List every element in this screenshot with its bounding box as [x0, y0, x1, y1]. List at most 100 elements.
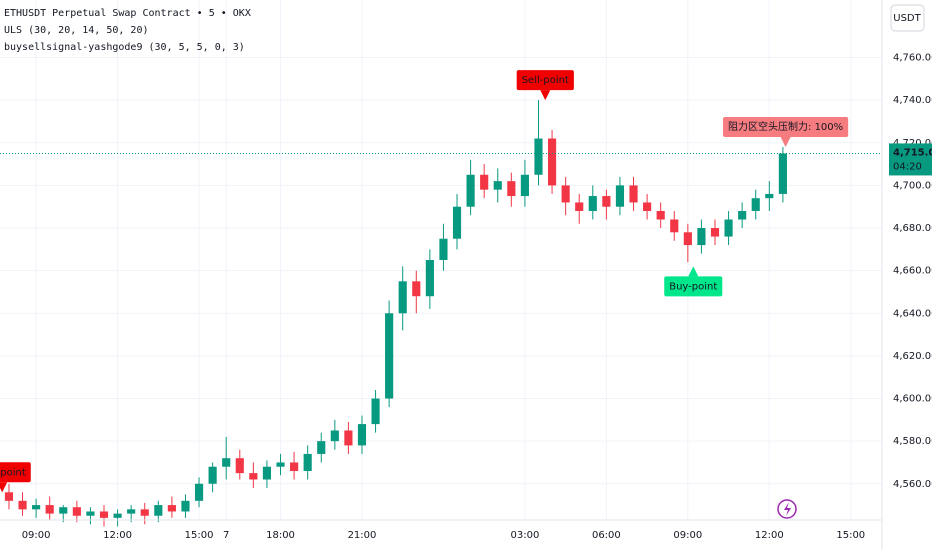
candle-body [466, 174, 475, 207]
signal-label: 阻力区空头压制力: 100% [728, 120, 843, 133]
x-tick-label: 09:00 [22, 530, 51, 541]
candle-body [724, 219, 733, 237]
candle-body [425, 260, 434, 297]
candle-body [59, 507, 68, 514]
candle-body [534, 138, 543, 175]
y-tick-label: 4,660.00 [893, 266, 932, 277]
candle-body [222, 458, 231, 467]
y-tick-label: 4,740.00 [893, 95, 932, 106]
x-tick-label: 12:00 [103, 530, 132, 541]
candle-body [738, 210, 747, 220]
candle-body [751, 198, 760, 211]
last-price: 4,715.00 [893, 147, 932, 158]
currency[interactable]: USDT [893, 13, 921, 24]
signal-label: Buy-point [669, 281, 717, 292]
currency-button[interactable] [890, 4, 925, 32]
candle-body [4, 492, 14, 501]
candle-body [330, 430, 339, 442]
candle-body [18, 500, 27, 510]
candle-body [99, 511, 109, 518]
candle-body [697, 228, 706, 246]
x-tick-label: 12:00 [755, 530, 784, 541]
y-tick-label: 4,580.00 [893, 436, 932, 447]
lightning [784, 502, 791, 516]
last-price-box [889, 143, 932, 176]
signal-pointer [780, 137, 791, 148]
candle-body [588, 196, 597, 211]
candle-body [72, 507, 81, 516]
candle-body [86, 511, 95, 516]
candle-body [670, 219, 679, 233]
candle-body [412, 281, 421, 297]
candle-body [262, 466, 272, 480]
signal-label: Sell-point [522, 75, 569, 86]
candle-body [45, 505, 54, 514]
candle-body [439, 238, 448, 260]
candle-body [385, 313, 394, 399]
candle-body [290, 462, 299, 471]
signal-pointer [0, 482, 8, 493]
signal-box [723, 117, 849, 138]
candle-body [208, 466, 217, 484]
candle-body [398, 281, 407, 314]
candle-body [276, 462, 285, 467]
candle-body [140, 509, 149, 516]
y-tick-label: 4,560.00 [893, 479, 932, 490]
candle-body [602, 196, 611, 207]
candle-body [656, 210, 665, 220]
x-tick-label: 15:00 [836, 530, 865, 541]
candle-body [778, 153, 787, 194]
candle-body [344, 430, 353, 446]
candle-body [167, 505, 176, 512]
candle-body [371, 398, 380, 425]
candle-body [113, 513, 122, 518]
candle-body [480, 174, 489, 190]
candle-body [683, 232, 692, 246]
signal-pointer [688, 266, 699, 277]
candle-body [493, 181, 502, 190]
x-tick-label: 7 [223, 530, 229, 541]
candle-body [643, 202, 652, 211]
candle-body [181, 500, 190, 512]
y-tick-label: 4,680.00 [893, 223, 932, 234]
y-tick-label: 4,640.00 [893, 308, 932, 319]
candle-body [629, 185, 638, 203]
candle-body [615, 185, 625, 207]
candle-body [154, 505, 163, 516]
signal-box [0, 462, 31, 483]
candle-body [127, 509, 136, 514]
y-tick-label: 4,760.00 [893, 53, 932, 64]
y-tick-label: 4,600.00 [893, 394, 932, 405]
symbol-title: ETHUSDT Perpetual Swap Contract • 5 • OK… [4, 8, 251, 19]
indicator: ULS (30, 20, 14, 50, 20) [4, 25, 149, 36]
y-tick-label: 4,700.00 [893, 180, 932, 191]
y-tick-label: 4,620.00 [893, 351, 932, 362]
candle-body [507, 181, 516, 197]
candle-body [452, 206, 462, 239]
candle-body [317, 441, 326, 454]
plot [0, 0, 882, 527]
y-tick-label: 4,720.00 [893, 138, 932, 149]
candle-body [357, 424, 367, 446]
candle-body [575, 202, 584, 211]
x-tick-label: 18:00 [266, 530, 295, 541]
signal-pointer [540, 90, 551, 101]
candle-body [710, 228, 720, 237]
candle-body [235, 458, 244, 474]
x-tick-label: 15:00 [185, 530, 214, 541]
x-tick-label: 09:00 [673, 530, 702, 541]
signal-box [664, 276, 723, 297]
candle-body [32, 505, 41, 510]
candle-body [303, 453, 312, 471]
candle-body [249, 473, 258, 480]
signal-label: Sell-point [0, 467, 26, 478]
candle-body [194, 483, 204, 501]
candle-body [547, 138, 557, 186]
signal-box [516, 70, 574, 91]
countdown: 04:20 [893, 161, 922, 172]
x-tick-label: 06:00 [592, 530, 621, 541]
x-tick-label: 21:00 [348, 530, 377, 541]
indicator: buysellsignal-yashgode9 (30, 5, 5, 0, 3) [4, 42, 245, 53]
